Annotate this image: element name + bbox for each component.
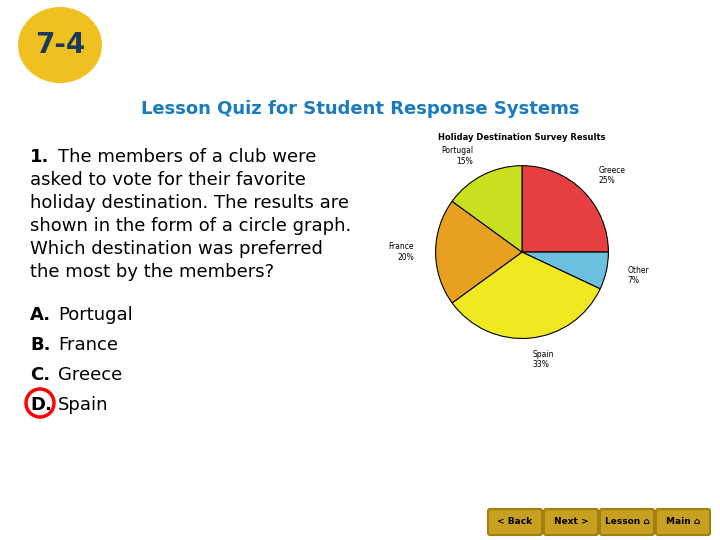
Wedge shape — [522, 166, 608, 252]
Text: The members of a club were: The members of a club were — [58, 148, 316, 166]
Text: Circle Graphs: Circle Graphs — [118, 52, 286, 72]
Text: holiday destination. The results are: holiday destination. The results are — [30, 194, 349, 212]
Text: shown in the form of a circle graph.: shown in the form of a circle graph. — [30, 217, 351, 235]
Text: France
20%: France 20% — [389, 242, 414, 262]
Text: Reading and Interpreting: Reading and Interpreting — [118, 18, 436, 38]
Text: A.: A. — [30, 306, 51, 324]
Text: C.: C. — [30, 366, 50, 384]
Text: 7-4: 7-4 — [35, 31, 85, 59]
Text: D.: D. — [30, 396, 52, 414]
Wedge shape — [452, 166, 522, 252]
FancyBboxPatch shape — [600, 509, 654, 535]
Text: Spain
33%: Spain 33% — [532, 350, 554, 369]
Text: 1.: 1. — [30, 148, 50, 166]
Text: Portugal: Portugal — [58, 306, 132, 324]
Text: Spain: Spain — [58, 396, 109, 414]
Text: B.: B. — [30, 336, 50, 354]
Text: Next >: Next > — [554, 517, 588, 526]
Text: Which destination was preferred: Which destination was preferred — [30, 240, 323, 258]
Text: Greece
25%: Greece 25% — [598, 166, 626, 185]
Text: © HOLT McDOUGAL. All Rights Reserved: © HOLT McDOUGAL. All Rights Reserved — [12, 517, 210, 527]
FancyBboxPatch shape — [488, 509, 542, 535]
Wedge shape — [522, 252, 608, 289]
Text: < Back: < Back — [498, 517, 533, 526]
Wedge shape — [452, 252, 600, 339]
FancyBboxPatch shape — [544, 509, 598, 535]
Text: asked to vote for their favorite: asked to vote for their favorite — [30, 171, 306, 189]
Wedge shape — [436, 201, 522, 303]
Text: Greece: Greece — [58, 366, 122, 384]
Text: Portugal
15%: Portugal 15% — [441, 146, 473, 166]
Text: Lesson Quiz for Student Response Systems: Lesson Quiz for Student Response Systems — [140, 100, 580, 118]
Text: the most by the members?: the most by the members? — [30, 263, 274, 281]
Text: France: France — [58, 336, 118, 354]
Text: Main ⌂: Main ⌂ — [666, 517, 700, 526]
Text: Other
7%: Other 7% — [627, 266, 649, 285]
Text: Lesson ⌂: Lesson ⌂ — [605, 517, 649, 526]
Ellipse shape — [18, 7, 102, 83]
Title: Holiday Destination Survey Results: Holiday Destination Survey Results — [438, 133, 606, 142]
FancyBboxPatch shape — [656, 509, 710, 535]
